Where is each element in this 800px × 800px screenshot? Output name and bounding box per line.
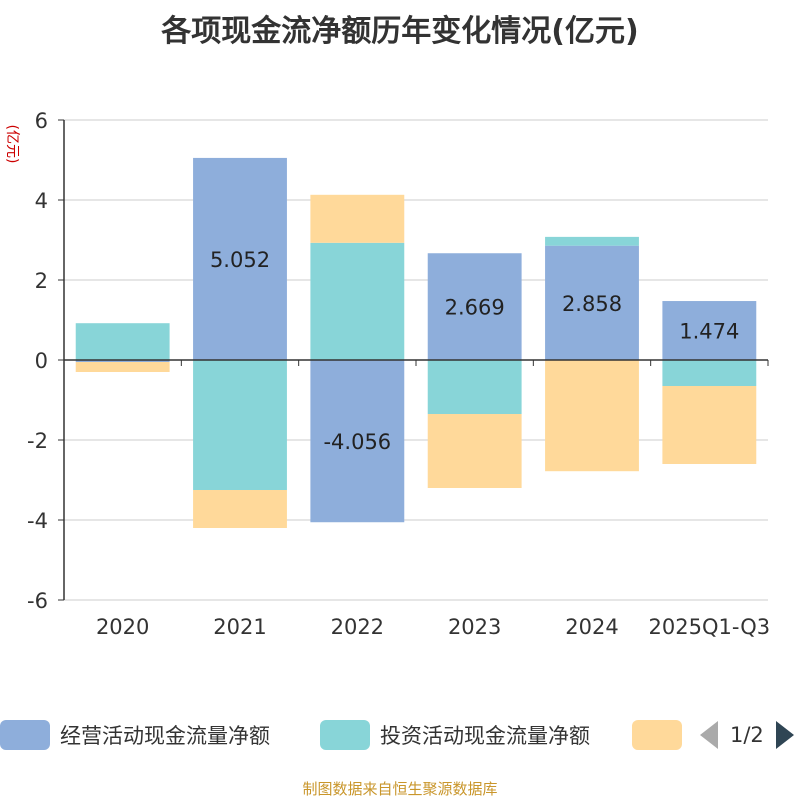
pager-text: 1/2 xyxy=(730,723,764,747)
x-tick-label-4: 2024 xyxy=(565,615,618,639)
grid-lines xyxy=(64,119,768,601)
y-tick-label-6: 6 xyxy=(35,109,48,133)
bar-s2-1 xyxy=(193,490,287,528)
legend-item-operating[interactable]: 经营活动现金流量净额 xyxy=(0,718,270,752)
x-tick-label-1: 2021 xyxy=(213,615,266,639)
bar-s0-5 xyxy=(662,301,757,360)
bar-chart: -6 -4 -2 0 2 4 6 (亿元) 2020 2021 2022 2023 2024 2025Q1… xyxy=(4,109,770,639)
data-labels: 5.052 -4.056 2.669 2.858 1.474 xyxy=(210,248,739,454)
y-tick-label-5: 4 xyxy=(35,189,48,213)
y-tick-label-4: 2 xyxy=(35,269,48,293)
bar-s2-5 xyxy=(662,386,757,464)
data-label-s0-1: 5.052 xyxy=(210,248,270,272)
bar-s0-0 xyxy=(75,360,170,362)
bar-s2-4 xyxy=(545,360,639,472)
data-source-note: 制图数据来自恒生聚源数据库 xyxy=(302,780,498,798)
bar-s1-1 xyxy=(193,360,287,490)
x-tick-label-2: 2022 xyxy=(331,615,384,639)
data-label-s0-2: -4.056 xyxy=(323,430,391,454)
axes: -6 -4 -2 0 2 4 6 (亿元) 2020 2021 2022 2023 2024 2025Q1… xyxy=(4,109,770,639)
x-tick-label-0: 2020 xyxy=(96,615,149,639)
bar-s1-0 xyxy=(75,323,170,360)
legend: 经营活动现金流量净额 投资活动现金流量净额 1/2 xyxy=(0,714,800,756)
data-label-s0-5: 1.474 xyxy=(679,320,739,344)
pager-next-icon[interactable] xyxy=(775,721,794,749)
y-tick-label-3: 0 xyxy=(35,349,48,373)
bar-s2-0 xyxy=(75,362,170,372)
legend-item-investing[interactable]: 投资活动现金流量净额 xyxy=(320,718,590,752)
bar-s1-2 xyxy=(310,242,405,360)
legend-label-operating: 经营活动现金流量净额 xyxy=(60,724,270,748)
legend-item-third[interactable] xyxy=(632,718,682,752)
x-tick-label-5: 2025Q1-Q3 xyxy=(649,615,771,639)
legend-swatch-investing xyxy=(320,720,370,750)
bar-s0-2 xyxy=(310,360,405,523)
bar-s2-3 xyxy=(427,414,522,488)
chart-title: 各项现金流净额历年变化情况(亿元) xyxy=(161,14,639,49)
bar-s0-3 xyxy=(427,253,522,360)
data-label-s0-3: 2.669 xyxy=(445,296,505,320)
legend-swatch-third xyxy=(632,720,682,750)
bar-s0-4 xyxy=(545,245,639,360)
legend-label-investing: 投资活动现金流量净额 xyxy=(380,724,590,748)
legend-pager: 1/2 xyxy=(700,718,794,752)
legend-swatch-operating xyxy=(0,720,50,750)
bars xyxy=(75,157,757,528)
y-tick-label-2: -2 xyxy=(27,429,48,453)
data-label-s0-4: 2.858 xyxy=(562,292,622,316)
x-tick-label-3: 2023 xyxy=(448,615,501,639)
pager-prev-icon[interactable] xyxy=(700,721,718,749)
bar-s2-2 xyxy=(310,194,405,243)
bar-s1-4 xyxy=(545,236,639,246)
y-axis-label: (亿元) xyxy=(4,125,20,164)
bar-s1-5 xyxy=(662,360,757,386)
y-tick-label-1: -4 xyxy=(27,509,48,533)
y-tick-label-0: -6 xyxy=(27,589,48,613)
bar-s1-3 xyxy=(427,360,522,414)
bar-s0-1 xyxy=(193,157,287,360)
